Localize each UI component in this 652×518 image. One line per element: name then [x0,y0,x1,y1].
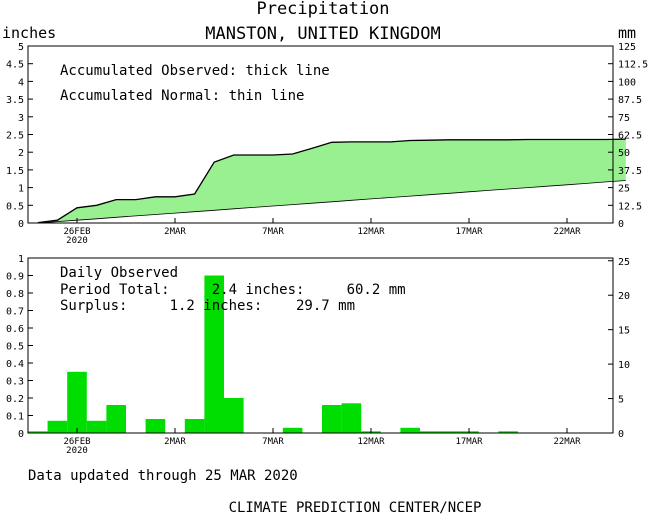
daily-bar [420,431,440,434]
period-total-note: Period Total: 2.4 inches: 60.2 mm [60,282,406,298]
chart-location: MANSTON, UNITED KINGDOM [205,24,440,44]
daily-bar [322,405,342,433]
bottom-axis-left-tick-label: 0.1 [6,412,24,423]
top-axis-x-tick-label: 26FEB [63,227,90,237]
top-axis-x-tick-label: 17MAR [455,227,483,237]
top-axis-year-label: 2020 [66,236,88,246]
top-axis-right-tick-label: 87.5 [618,95,642,106]
bottom-axis-right-tick-label: 20 [618,291,630,302]
top-axis-right-tick-label: 25 [618,184,630,195]
right-unit-label: mm [618,24,636,42]
top-axis-left-tick-label: 0.5 [6,201,24,212]
daily-bar [47,420,68,434]
top-axis-right-tick-label: 100 [618,77,636,88]
daily-bar [400,427,420,434]
daily-bar [184,419,205,433]
daily-bar [28,431,48,434]
bottom-axis-left-tick-label: 0.7 [6,307,24,318]
daily-bar [224,398,244,433]
bottom-axis-x-tick-label: 17MAR [455,437,483,447]
surplus-area [37,139,626,223]
top-axis-left-tick-label: 2 [18,148,24,159]
bottom-axis-left-tick-label: 0.9 [6,272,24,283]
bottom-axis-right-tick-label: 15 [618,326,630,337]
top-axis-left-tick-label: 3.5 [6,95,24,106]
daily-panel: 00.10.20.30.40.50.60.70.80.9105101520252… [6,254,630,456]
bottom-axis-left-tick-label: 1 [18,254,24,265]
top-axis-right-tick-label: 50 [618,148,630,159]
top-axis-right-tick-label: 62.5 [618,131,642,142]
daily-observed-note: Daily Observed [60,265,178,281]
bottom-axis-left-tick-label: 0.2 [6,394,24,405]
bottom-axis-x-tick-label: 2MAR [164,437,186,447]
top-axis-x-tick-label: 7MAR [262,227,284,237]
bottom-axis-left-tick-label: 0.4 [6,359,24,370]
bottom-axis-year-label: 2020 [66,446,88,456]
daily-bar [86,420,107,434]
daily-bar [204,275,224,433]
bottom-axis-left-tick-label: 0.6 [6,324,24,335]
top-axis-right-tick-label: 0 [618,219,624,230]
left-unit-label: inches [2,24,56,42]
observed-line [37,138,626,224]
accumulated-panel: 00.511.522.533.544.55012.52537.55062.575… [6,42,648,246]
daily-bar [106,405,126,433]
bottom-axis-frame [27,257,614,434]
bottom-axis-x-tick-label: 7MAR [262,437,284,447]
daily-bar [145,419,166,433]
top-axis-left-tick-label: 4.5 [6,60,24,71]
top-axis-x-tick-label: 12MAR [357,227,385,237]
top-axis-left-tick-label: 5 [18,42,24,53]
bottom-axis-left-tick-label: 0.5 [6,342,24,353]
top-axis-right-tick-label: 75 [618,113,630,124]
bottom-axis-x-tick-label: 12MAR [357,437,385,447]
top-axis-left-tick-label: 1 [18,184,24,195]
bottom-axis-right-tick-label: 25 [618,257,630,268]
top-axis-left-tick-label: 3 [18,113,24,124]
surplus-note: Surplus: 1.2 inches: 29.7 mm [60,298,355,314]
normal-line [37,180,626,224]
top-axis-right-tick-label: 12.5 [618,201,642,212]
top-axis-right-tick-label: 37.5 [618,166,642,177]
bottom-axis-x-tick-label: 26FEB [63,437,90,447]
credit-note: CLIMATE PREDICTION CENTER/NCEP [229,500,482,516]
daily-bar [439,431,460,434]
daily-bar [67,371,87,434]
chart-title: Precipitation [256,0,389,19]
data-updated-note: Data updated through 25 MAR 2020 [28,468,298,484]
bottom-axis-right-tick-label: 0 [618,429,624,440]
daily-bar [341,403,362,434]
bottom-axis-left-tick-label: 0.3 [6,377,24,388]
top-axis-x-tick-label: 2MAR [164,227,186,237]
acc-observed-note: Accumulated Observed: thick line [60,63,330,79]
top-axis-right-tick-label: 125 [618,42,636,53]
bottom-axis-left-tick-label: 0.8 [6,289,24,300]
daily-bar [282,427,303,434]
bottom-axis-right-tick-label: 5 [618,395,624,406]
bottom-axis-left-tick-label: 0 [18,429,24,440]
top-axis-left-tick-label: 4 [18,77,24,88]
top-axis-left-tick-label: 1.5 [6,166,24,177]
bottom-axis-x-tick-label: 22MAR [553,437,581,447]
daily-bar [498,431,518,434]
top-axis-right-tick-label: 112.5 [618,60,648,71]
top-axis-x-tick-label: 22MAR [553,227,581,237]
bottom-axis-right-tick-label: 10 [618,360,630,371]
acc-normal-note: Accumulated Normal: thin line [60,88,304,104]
top-axis-left-tick-label: 0 [18,219,24,230]
top-axis-left-tick-label: 2.5 [6,131,24,142]
